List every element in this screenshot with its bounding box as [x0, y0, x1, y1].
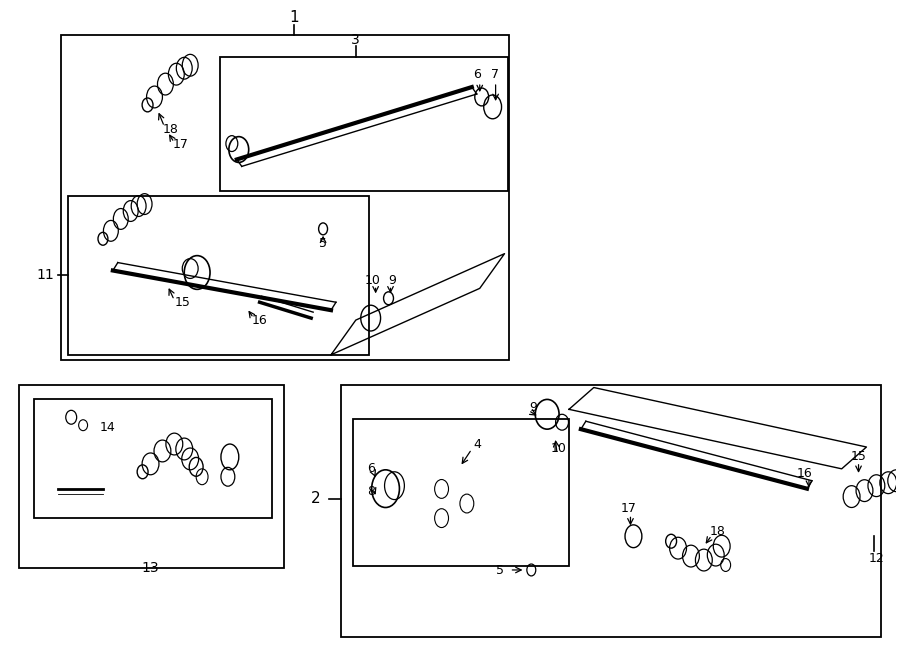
- Bar: [341, 385, 881, 637]
- Text: 17: 17: [172, 138, 188, 151]
- Text: 6: 6: [366, 462, 374, 475]
- Text: 16: 16: [797, 467, 813, 481]
- Text: 15: 15: [850, 450, 867, 463]
- Bar: [68, 196, 369, 355]
- Text: 4: 4: [473, 438, 482, 451]
- Bar: [19, 385, 284, 568]
- Bar: [220, 58, 508, 191]
- Text: 2: 2: [311, 491, 321, 506]
- Bar: [61, 34, 509, 360]
- Text: 16: 16: [252, 313, 267, 327]
- Text: 6: 6: [472, 67, 481, 81]
- Text: 13: 13: [141, 561, 159, 575]
- Bar: [353, 419, 569, 566]
- Text: 1: 1: [290, 10, 299, 25]
- Text: 9: 9: [529, 401, 537, 414]
- Bar: [33, 399, 272, 518]
- Text: 17: 17: [620, 502, 636, 515]
- Text: 14: 14: [100, 420, 116, 434]
- Text: 18: 18: [710, 525, 725, 538]
- Text: 9: 9: [389, 274, 396, 287]
- Text: 3: 3: [351, 34, 360, 48]
- Text: 5: 5: [320, 237, 327, 251]
- Text: 10: 10: [551, 442, 567, 455]
- Text: 18: 18: [162, 123, 178, 136]
- Text: 10: 10: [364, 274, 381, 287]
- Text: 12: 12: [868, 551, 885, 564]
- Text: 8: 8: [366, 485, 374, 498]
- Text: 11: 11: [37, 268, 54, 282]
- Text: 15: 15: [175, 295, 190, 309]
- Text: 5: 5: [496, 564, 504, 578]
- Text: 7: 7: [491, 67, 499, 81]
